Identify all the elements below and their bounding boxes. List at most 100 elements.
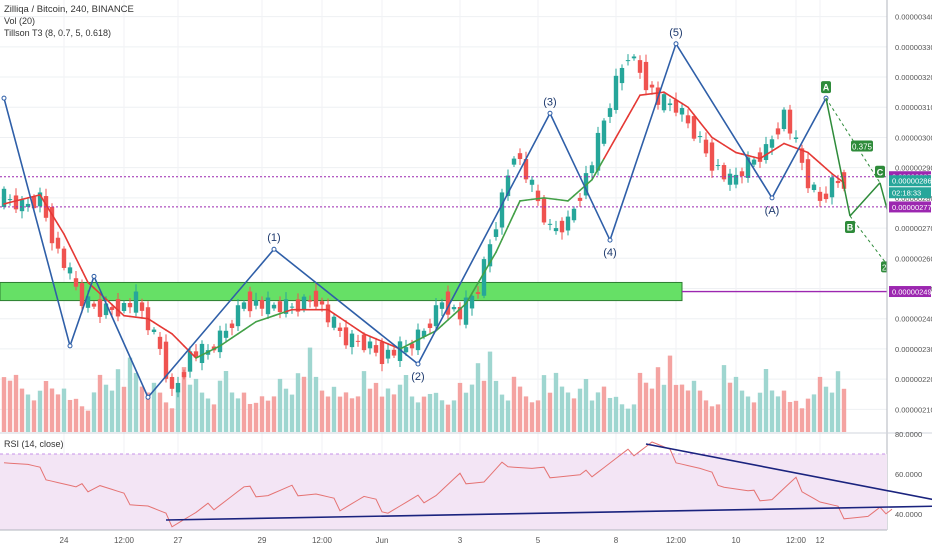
candle xyxy=(739,167,745,184)
volume-bar xyxy=(97,374,103,432)
tillson-t3-segment xyxy=(183,345,191,353)
tillson-t3-segment xyxy=(723,144,731,150)
volume-bar xyxy=(103,384,109,432)
volume-bar xyxy=(565,392,571,432)
tillson-t3-segment xyxy=(483,261,491,274)
level-label-277-text: 0.00000277 xyxy=(892,203,932,212)
support-zone xyxy=(0,281,683,302)
tillson-t3-segment xyxy=(669,95,677,101)
volume-bar xyxy=(55,394,61,432)
candle xyxy=(469,292,475,316)
volume-bar xyxy=(595,392,601,432)
candle xyxy=(511,156,517,168)
candle xyxy=(703,132,709,157)
candle-body xyxy=(385,349,391,359)
candle xyxy=(811,182,817,193)
candle xyxy=(235,299,241,331)
volume-bar xyxy=(547,392,553,432)
candle xyxy=(289,303,295,314)
volume-bar xyxy=(775,396,781,432)
tillson-t3-segment xyxy=(759,154,767,160)
volume-bar xyxy=(529,402,535,432)
candle xyxy=(169,373,175,397)
price-tick-label: 0.00000230 xyxy=(895,345,932,354)
tillson-t3-segment xyxy=(45,203,53,216)
candle-body xyxy=(13,195,19,210)
volume-bar xyxy=(451,400,457,432)
pattern-ratio-label: 0.375 xyxy=(852,143,873,152)
price-tick-label: 0.00000300 xyxy=(895,133,932,142)
wave-point xyxy=(673,41,679,47)
tillson-t3-segment xyxy=(171,333,179,341)
tillson-t3-segment xyxy=(225,337,233,343)
candle-body xyxy=(763,144,769,161)
candle xyxy=(667,98,673,112)
symbol-title: Zilliqa / Bitcoin, 240, BINANCE xyxy=(4,4,134,15)
candle-body xyxy=(115,299,121,317)
candle-body xyxy=(103,303,109,316)
tillson-t3-segment xyxy=(681,102,689,109)
volume-bar xyxy=(343,392,349,432)
volume-bar xyxy=(817,376,823,432)
volume-bar xyxy=(691,380,697,432)
price-tick-label: 0.00000240 xyxy=(895,315,932,324)
candle xyxy=(337,322,343,338)
wave-point xyxy=(769,195,775,201)
rsi-band xyxy=(0,454,887,530)
tillson-t3-segment xyxy=(783,142,791,147)
candle-body xyxy=(571,208,577,221)
candle xyxy=(547,219,553,231)
candle-body xyxy=(169,377,175,389)
volume-bar xyxy=(571,398,577,432)
wave-label: (1) xyxy=(267,232,280,244)
candle xyxy=(613,68,619,114)
wave-point xyxy=(1,95,7,101)
tillson-t3-segment xyxy=(789,144,797,149)
candle-body xyxy=(469,295,475,309)
tillson-t3-segment xyxy=(207,348,215,353)
tillson-t3-segment xyxy=(639,93,647,96)
candle-body xyxy=(367,341,373,349)
volume-bar xyxy=(553,372,559,432)
tillson-t3-segment xyxy=(813,157,821,164)
candle-body xyxy=(313,290,319,307)
volume-bar xyxy=(385,388,391,432)
volume-bar xyxy=(457,382,463,432)
candle xyxy=(445,285,451,320)
candle-body xyxy=(31,196,37,209)
candle xyxy=(1,186,7,210)
candle-body xyxy=(61,248,67,268)
tillson-t3-segment xyxy=(249,320,257,327)
candle-body xyxy=(685,115,691,124)
volume-bar xyxy=(283,388,289,432)
candle-body xyxy=(751,159,757,165)
candle-body xyxy=(121,303,127,312)
candle xyxy=(433,297,439,330)
tillson-t3-segment xyxy=(39,194,47,206)
wave-point xyxy=(67,343,73,349)
time-tick-label: 12 xyxy=(816,536,825,545)
candle xyxy=(331,314,337,331)
candle xyxy=(709,138,715,178)
candle-body xyxy=(79,283,85,307)
volume-bar xyxy=(13,374,19,432)
candle-body xyxy=(319,301,325,305)
candle-body xyxy=(589,165,595,174)
candle-body xyxy=(649,84,655,88)
tillson-t3-segment xyxy=(81,269,89,284)
volume-bar xyxy=(259,396,265,432)
price-tick-label: 0.00000280 xyxy=(895,194,932,203)
candle-body xyxy=(805,159,811,189)
candle-body xyxy=(235,305,241,327)
volume-bar xyxy=(445,404,451,432)
candle-body xyxy=(733,174,739,185)
tillson-t3-segment xyxy=(687,106,695,116)
candle-body xyxy=(601,120,607,144)
candle-body xyxy=(49,206,55,244)
candle-body xyxy=(361,334,367,351)
tillson-t3-segment xyxy=(489,251,497,264)
candle xyxy=(541,195,547,225)
candle-body xyxy=(379,341,385,365)
candle xyxy=(91,301,97,310)
